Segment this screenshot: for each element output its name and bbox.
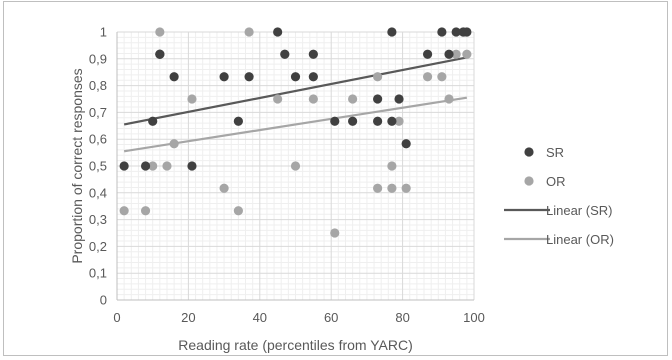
point-or	[140, 206, 151, 216]
point-sr	[437, 27, 447, 37]
point-or	[387, 183, 397, 193]
point-sr	[387, 116, 397, 126]
legend-label: SR	[546, 145, 564, 160]
trendlines	[123, 56, 468, 153]
y-tick-label: 0,6	[89, 132, 107, 147]
x-tick-label: 80	[395, 310, 409, 325]
point-sr	[330, 116, 340, 126]
x-tick-label: 100	[463, 310, 485, 325]
y-tick-label: 0,4	[89, 185, 107, 200]
point-or	[373, 72, 383, 82]
point-sr	[187, 161, 197, 171]
data-points	[119, 27, 472, 238]
y-tick-label: 0,3	[89, 212, 107, 227]
point-or	[233, 206, 243, 216]
legend: SR OR Linear (SR) Linear (OR)	[504, 145, 614, 247]
point-or	[387, 161, 397, 171]
y-tick-label: 1	[100, 25, 107, 40]
point-sr	[273, 27, 283, 37]
y-tick-label: 0,7	[89, 105, 107, 120]
point-or	[155, 27, 165, 37]
point-or	[187, 94, 197, 104]
point-or	[169, 139, 179, 149]
point-or	[422, 72, 433, 82]
legend-label: Linear (OR)	[546, 232, 614, 247]
point-or	[462, 49, 472, 59]
point-or	[148, 161, 158, 171]
point-or	[162, 161, 172, 171]
point-or	[401, 183, 411, 193]
point-or	[451, 49, 461, 59]
y-tick-label: 0,8	[89, 78, 107, 93]
point-or	[119, 206, 129, 216]
y-tick-label: 0,5	[89, 159, 107, 174]
y-tick-label: 0,1	[89, 266, 107, 281]
point-sr	[219, 72, 229, 82]
trendline-linear-or	[123, 96, 468, 153]
legend-label: OR	[546, 174, 566, 189]
point-sr	[401, 139, 411, 149]
point-or	[244, 27, 254, 37]
x-tick-label: 20	[181, 310, 195, 325]
legend-label: Linear (SR)	[546, 203, 612, 218]
point-sr	[308, 72, 318, 82]
axes	[116, 32, 474, 301]
point-or	[444, 94, 454, 104]
point-sr	[290, 72, 301, 82]
y-axis-label: Proportion of correct responses	[69, 68, 85, 263]
point-sr	[394, 94, 404, 104]
point-or	[373, 183, 383, 193]
point-sr	[451, 27, 461, 37]
point-sr	[422, 49, 433, 59]
point-sr	[169, 72, 179, 82]
point-sr	[308, 49, 318, 59]
point-sr	[119, 161, 129, 171]
tick-labels: 0 20 40 60 80 100 0 0,1 0,2 0,3 0,4 0,5 0,6 0,7 0,8 0,9…	[89, 25, 485, 326]
trendline-linear-sr	[123, 56, 468, 126]
x-tick-label: 40	[253, 310, 267, 325]
point-sr	[155, 49, 165, 59]
chart-frame: 0 20 40 60 80 100 0 0,1 0,2 0,3 0,4 0,5 0,6 0,7 0,8 0,9…	[3, 1, 668, 356]
point-or	[437, 72, 447, 82]
point-sr	[387, 27, 397, 37]
point-sr	[148, 116, 158, 126]
point-sr	[373, 116, 383, 126]
point-sr	[444, 49, 454, 59]
point-sr	[348, 116, 358, 126]
point-sr	[373, 94, 383, 104]
point-or	[273, 94, 283, 104]
point-sr	[140, 161, 151, 171]
point-or	[308, 94, 318, 104]
point-or	[394, 116, 404, 126]
point-sr	[462, 27, 472, 37]
x-tick-label: 60	[324, 310, 338, 325]
point-or	[348, 94, 358, 104]
y-tick-label: 0,2	[89, 239, 107, 254]
point-or	[290, 161, 301, 171]
x-tick-label: 0	[113, 310, 120, 325]
point-sr	[244, 72, 254, 82]
legend-marker-sr	[524, 147, 534, 157]
gridlines	[116, 31, 475, 301]
point-sr	[280, 49, 290, 59]
y-tick-label: 0,9	[89, 51, 107, 66]
scatter-chart: 0 20 40 60 80 100 0 0,1 0,2 0,3 0,4 0,5 0,6 0,7 0,8 0,9…	[69, 25, 614, 354]
x-axis-label: Reading rate (percentiles from YARC)	[178, 337, 412, 353]
y-tick-label: 0	[100, 293, 107, 308]
legend-marker-or	[524, 176, 534, 186]
point-or	[219, 183, 229, 193]
point-or	[330, 228, 340, 238]
point-sr	[233, 116, 243, 126]
